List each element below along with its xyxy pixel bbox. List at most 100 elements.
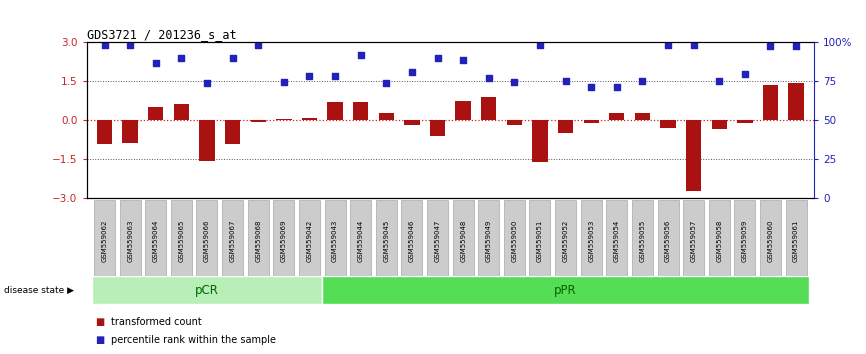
- Bar: [325, 200, 346, 281]
- Text: GSM559059: GSM559059: [742, 219, 748, 262]
- Text: GSM559057: GSM559057: [691, 219, 696, 262]
- Point: [302, 73, 316, 79]
- Bar: [581, 200, 602, 281]
- Bar: [558, 120, 573, 133]
- Point: [277, 79, 291, 85]
- Bar: [353, 102, 368, 120]
- Point: [123, 42, 137, 47]
- Text: pCR: pCR: [195, 284, 219, 297]
- Bar: [657, 200, 679, 281]
- Point: [430, 55, 444, 61]
- Bar: [712, 120, 727, 129]
- Text: GSM559045: GSM559045: [384, 219, 390, 262]
- Bar: [427, 200, 448, 281]
- Point: [610, 84, 624, 90]
- Bar: [299, 200, 320, 281]
- Text: GSM559056: GSM559056: [665, 219, 671, 262]
- Bar: [478, 200, 499, 281]
- Point: [149, 61, 163, 66]
- Point: [585, 84, 598, 90]
- Point: [636, 79, 650, 84]
- Point: [713, 79, 727, 84]
- Bar: [92, 276, 322, 304]
- Point: [328, 73, 342, 79]
- Bar: [453, 200, 474, 281]
- Point: [226, 55, 240, 61]
- Bar: [222, 200, 243, 281]
- Bar: [635, 113, 650, 120]
- Text: GSM559064: GSM559064: [152, 219, 158, 262]
- Bar: [94, 200, 115, 281]
- Text: GSM559050: GSM559050: [511, 219, 517, 262]
- Bar: [632, 200, 653, 281]
- Bar: [686, 120, 701, 191]
- Bar: [708, 200, 730, 281]
- Bar: [529, 200, 551, 281]
- Bar: [533, 120, 547, 162]
- Bar: [760, 200, 781, 281]
- Bar: [97, 120, 113, 144]
- Bar: [197, 200, 217, 281]
- Text: GSM559052: GSM559052: [563, 219, 569, 262]
- Text: GSM559061: GSM559061: [793, 219, 799, 262]
- Bar: [402, 200, 423, 281]
- Text: GSM559068: GSM559068: [255, 219, 262, 262]
- Text: ■: ■: [95, 317, 105, 327]
- Text: GSM559054: GSM559054: [614, 219, 620, 262]
- Bar: [248, 200, 268, 281]
- Bar: [404, 120, 420, 125]
- Text: GSM559042: GSM559042: [307, 219, 313, 262]
- Point: [559, 79, 572, 84]
- Bar: [504, 200, 525, 281]
- Bar: [350, 200, 372, 281]
- Bar: [199, 120, 215, 161]
- Point: [98, 42, 112, 47]
- Text: GSM559048: GSM559048: [460, 219, 466, 262]
- Bar: [785, 200, 806, 281]
- Point: [251, 42, 265, 47]
- Text: GSM559058: GSM559058: [716, 219, 722, 262]
- Text: GDS3721 / 201236_s_at: GDS3721 / 201236_s_at: [87, 28, 236, 41]
- Text: disease state ▶: disease state ▶: [4, 286, 74, 295]
- Bar: [430, 120, 445, 136]
- Bar: [250, 120, 266, 122]
- Text: GSM559065: GSM559065: [178, 219, 184, 262]
- Text: GSM559066: GSM559066: [204, 219, 210, 262]
- Point: [789, 43, 803, 48]
- Bar: [148, 107, 164, 120]
- Bar: [555, 200, 576, 281]
- Bar: [171, 200, 192, 281]
- Text: percentile rank within the sample: percentile rank within the sample: [111, 335, 276, 345]
- Bar: [327, 102, 343, 120]
- Point: [481, 75, 495, 81]
- Bar: [481, 97, 496, 120]
- Bar: [301, 118, 317, 120]
- Text: GSM559055: GSM559055: [639, 219, 645, 262]
- Point: [661, 42, 675, 47]
- Text: GSM559046: GSM559046: [409, 219, 415, 262]
- Text: GSM559047: GSM559047: [435, 219, 441, 262]
- Point: [738, 71, 752, 76]
- Bar: [322, 276, 809, 304]
- Bar: [788, 84, 804, 120]
- Bar: [274, 200, 294, 281]
- Point: [764, 43, 778, 48]
- Bar: [763, 85, 779, 120]
- Bar: [683, 200, 704, 281]
- Point: [533, 42, 547, 47]
- Bar: [376, 200, 397, 281]
- Bar: [378, 113, 394, 120]
- Point: [456, 57, 470, 63]
- Point: [379, 80, 393, 86]
- Bar: [276, 119, 292, 120]
- Text: transformed count: transformed count: [111, 317, 202, 327]
- Text: GSM559049: GSM559049: [486, 219, 492, 262]
- Text: GSM559069: GSM559069: [281, 219, 287, 262]
- Bar: [456, 101, 471, 120]
- Bar: [145, 200, 166, 281]
- Bar: [606, 200, 627, 281]
- Bar: [120, 200, 140, 281]
- Point: [200, 80, 214, 86]
- Text: GSM559067: GSM559067: [229, 219, 236, 262]
- Text: GSM559043: GSM559043: [332, 219, 338, 262]
